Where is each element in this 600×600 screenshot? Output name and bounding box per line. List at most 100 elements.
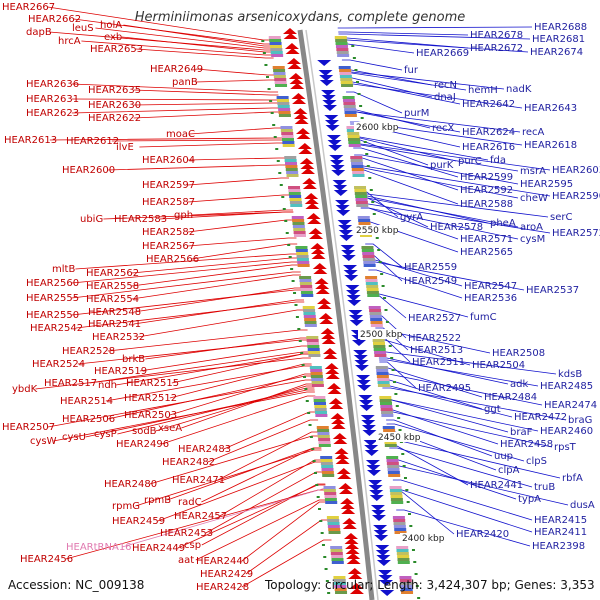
gene-label-right[interactable]: HEAR2565 (460, 247, 513, 258)
gene-label-right[interactable]: HEAR2669 (416, 48, 469, 59)
gene-label-right[interactable]: HEAR2674 (530, 47, 583, 58)
gene-label-left[interactable]: HEAR2555 (26, 293, 79, 304)
gene-label-right[interactable]: braG (568, 415, 592, 426)
gene-label-left[interactable]: HEAR2630 (88, 100, 141, 111)
gene-label-right[interactable]: HEAR2472 (514, 412, 567, 423)
gene-label-right[interactable]: msrA (520, 166, 546, 177)
gene-label-left[interactable]: HEAR2457 (174, 511, 227, 522)
gene-label-left[interactable]: HEAR2514 (60, 396, 113, 407)
gene-label-left[interactable]: panB (172, 77, 198, 88)
gene-label-right[interactable]: recN (434, 80, 457, 91)
gene-label-right[interactable]: HEAR2441 (470, 480, 523, 491)
gene-label-right[interactable]: HEAR2672 (470, 43, 523, 54)
gene-label-right[interactable]: cysM (520, 234, 545, 245)
gene-label-right[interactable]: HEAR2504 (472, 360, 525, 371)
gene-label-right[interactable]: clpA (498, 465, 520, 476)
gene-label-left[interactable]: HEAR2667 (2, 2, 55, 13)
gene-label-left[interactable]: dapB (26, 27, 52, 38)
gene-label-right[interactable]: HEAR2495 (418, 383, 471, 394)
gene-label-right[interactable]: HEAR2616 (462, 142, 515, 153)
gene-label-right[interactable]: HEAR2688 (534, 22, 587, 33)
gene-label-left[interactable]: HEAR2636 (26, 79, 79, 90)
gene-label-right[interactable]: HEAR2508 (492, 348, 545, 359)
gene-label-left[interactable]: HEAR2562 (86, 268, 139, 279)
gene-label-left[interactable]: aat (178, 555, 194, 566)
gene-label-right[interactable]: rpsT (554, 442, 577, 453)
gene-label-left[interactable]: HEAR2483 (178, 444, 231, 455)
gene-label-right[interactable]: rbfA (562, 473, 583, 484)
gene-label-left[interactable]: HEAR2631 (26, 94, 79, 105)
gene-label-right[interactable]: HEAR2559 (404, 262, 457, 273)
gene-label-left[interactable]: mltB (52, 264, 75, 275)
gene-label-left[interactable]: HEAR2519 (94, 366, 147, 377)
gene-label-right[interactable]: HEAR2522 (408, 333, 461, 344)
gene-label-left[interactable]: HEAR2612 (66, 136, 119, 147)
gene-label-right[interactable]: HEAR2643 (524, 103, 577, 114)
gene-label-right[interactable]: HEAR2420 (456, 529, 509, 540)
gene-label-left[interactable]: HEAR2623 (26, 108, 79, 119)
trna-gene-label[interactable]: HEARtRNA16 (66, 542, 132, 553)
gene-label-left[interactable]: HEAR2653 (90, 44, 143, 55)
gene-label-right[interactable]: HEAR2411 (534, 527, 587, 538)
gene-label-right[interactable]: HEAR2458 (500, 439, 553, 450)
gene-label-left[interactable]: HEAR2613 (4, 135, 57, 146)
gene-label-right[interactable]: HEAR2537 (526, 285, 579, 296)
gene-label-left[interactable]: ybdK (12, 384, 38, 395)
gene-label-left[interactable]: HEAR2503 (124, 410, 177, 421)
gene-label-right[interactable]: HEAR2513 (410, 345, 463, 356)
gene-label-right[interactable]: HEAR2527 (408, 313, 461, 324)
gene-label-right[interactable]: hemH (468, 85, 498, 96)
gene-label-left[interactable]: HEAR2429 (200, 569, 253, 580)
gene-label-left[interactable]: HEAR2649 (150, 64, 203, 75)
gene-label-right[interactable]: pheA (490, 218, 516, 229)
gene-label-right[interactable]: gyrA (400, 212, 423, 223)
gene-label-left[interactable]: ilvE (116, 142, 134, 153)
gene-label-left[interactable]: holA (100, 20, 122, 31)
gene-label-left[interactable]: rpmG (112, 501, 140, 512)
gene-label-left[interactable]: hrcA (58, 36, 81, 47)
gene-label-left[interactable]: HEAR2440 (196, 556, 249, 567)
gene-label-left[interactable]: HEAR2471 (172, 475, 225, 486)
gene-label-left[interactable]: HEAR2506 (62, 414, 115, 425)
gene-label-left[interactable]: xseA (158, 423, 182, 434)
gene-label-right[interactable]: HEAR2578 (430, 222, 483, 233)
gene-label-left[interactable]: cysW (30, 436, 57, 447)
gene-label-left[interactable]: HEAR2550 (26, 310, 79, 321)
gene-label-right[interactable]: dnaJ (434, 92, 456, 103)
gene-label-right[interactable]: dusA (570, 500, 595, 511)
gene-label-right[interactable]: HEAR2595 (520, 179, 573, 190)
gene-label-right[interactable]: HEAR2549 (404, 276, 457, 287)
gene-label-right[interactable]: clpS (526, 456, 547, 467)
gene-label-right[interactable]: HEAR2415 (534, 515, 587, 526)
gene-label-right[interactable]: HEAR2618 (524, 140, 577, 151)
gene-label-left[interactable]: HEAR2528 (62, 346, 115, 357)
gene-label-left[interactable]: HEAR2542 (30, 323, 83, 334)
gene-label-left[interactable]: HEAR2541 (88, 319, 141, 330)
gene-label-left[interactable]: HEAR2459 (112, 516, 165, 527)
gene-label-left[interactable]: cysP (94, 429, 117, 440)
gene-label-left[interactable]: HEAR2558 (86, 281, 139, 292)
gene-label-right[interactable]: typA (518, 494, 541, 505)
gene-label-left[interactable]: HEAR2515 (126, 378, 179, 389)
gene-label-right[interactable]: fumC (470, 312, 497, 323)
gene-label-left[interactable]: moaC (166, 129, 195, 140)
gene-label-left[interactable]: HEAR2554 (86, 294, 139, 305)
gene-label-right[interactable]: HEAR2474 (544, 400, 597, 411)
gene-label-right[interactable]: HEAR2642 (462, 99, 515, 110)
gene-label-left[interactable]: HEAR2449 (132, 543, 185, 554)
gene-label-left[interactable]: HEAR2507 (2, 422, 55, 433)
gene-label-right[interactable]: HEAR2681 (532, 34, 585, 45)
gene-label-right[interactable]: cheW (520, 193, 548, 204)
gene-label-right[interactable]: HEAR2678 (470, 30, 523, 41)
gene-label-right[interactable]: recX (432, 123, 455, 134)
gene-label-right[interactable]: HEAR2624 (462, 127, 515, 138)
gene-label-right[interactable]: HEAR2590 (552, 191, 600, 202)
gene-label-right[interactable]: HEAR2603 (552, 165, 600, 176)
gene-label-left[interactable]: leuS (72, 23, 94, 34)
gene-label-left[interactable]: HEAR2622 (88, 113, 141, 124)
gene-label-left[interactable]: HEAR2560 (26, 278, 79, 289)
gene-label-right[interactable]: HEAR2571 (460, 234, 513, 245)
gene-label-left[interactable]: HEAR2604 (142, 155, 195, 166)
gene-label-left[interactable]: gph (174, 210, 193, 221)
gene-label-right[interactable]: fur (404, 65, 419, 76)
